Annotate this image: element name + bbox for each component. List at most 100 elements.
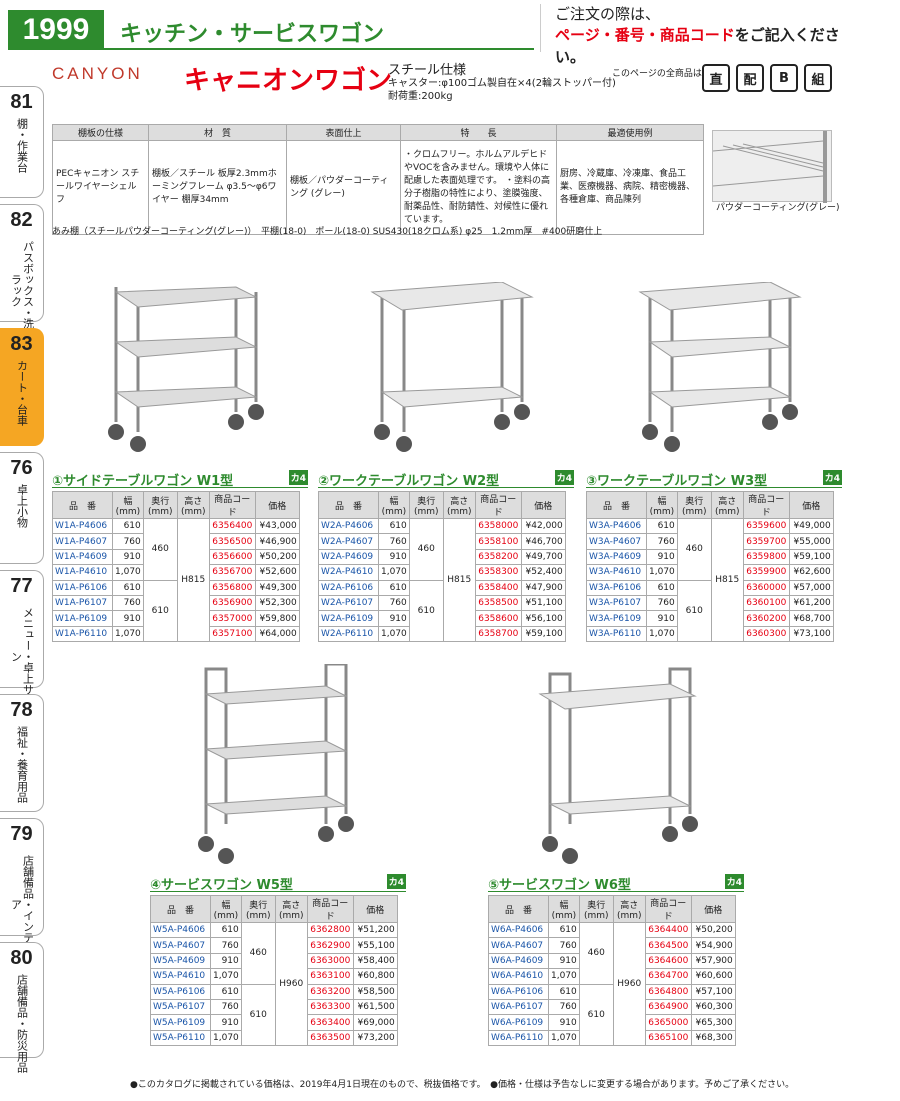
tab-81[interactable]: 81 棚・作業台 (0, 86, 44, 198)
price-cell: ¥65,300 (690, 1014, 736, 1031)
price-cell: ¥62,600 (788, 564, 834, 581)
price-cell: ¥49,000 (788, 517, 834, 535)
model-number: W3A-P4606 (586, 517, 647, 535)
model-number: W6A-P4607 (488, 937, 549, 954)
col-header-w: 幅(mm) (210, 895, 242, 923)
product-code: 6363300 (306, 998, 354, 1016)
price-cell: ¥68,300 (690, 1029, 736, 1047)
b-rank-icon: B (770, 64, 798, 92)
product-code: 6358500 (474, 594, 522, 612)
tab-num: 80 (10, 947, 33, 969)
tab-79[interactable]: 79 店舗備品・インテリア (0, 818, 44, 954)
spec-material: 棚板／スチール 板厚2.3mmホーミングフレーム φ3.5～φ6ワイヤー 棚厚3… (148, 140, 287, 235)
col-header-d: 奥行(mm) (408, 491, 444, 519)
tab-77[interactable]: 77 メニュー・卓上サイン (0, 570, 44, 706)
model-number: W6A-P6106 (488, 983, 549, 1000)
width-cell: 610 (112, 517, 144, 535)
col-header-price: 価格 (520, 491, 566, 519)
depth-cell: 460 (240, 922, 276, 985)
model-number: W5A-P6109 (150, 1014, 211, 1031)
spec-line3: 耐荷重:200kg (388, 91, 453, 102)
price-cell: ¥73,100 (788, 625, 834, 643)
price-cell: ¥52,600 (254, 564, 300, 581)
brand-logo: CANYON (52, 64, 143, 83)
width-cell: 910 (548, 952, 580, 970)
depth-cell: 610 (142, 579, 178, 643)
product-code: 6360200 (742, 610, 790, 627)
price-cell: ¥58,500 (352, 983, 398, 1000)
product-code: 6363000 (306, 952, 354, 970)
model-number: W2A-P4610 (318, 564, 379, 581)
product-spec: スチール仕様 キャスター:φ100ゴム製自在×4(2輪ストッパー付) 耐荷重:2… (388, 64, 616, 103)
price-cell: ¥55,000 (788, 533, 834, 550)
price-table: 品 番幅(mm) 奥行(mm) 高さ(mm) 商品コード 価格 W6A-P4606 610 4… (488, 895, 736, 1047)
table-row: W1A-P6110 1,070 6357100 ¥64,000 (52, 625, 300, 643)
price-cell: ¥57,900 (690, 952, 736, 970)
spec-header: 表面仕上 (286, 124, 401, 141)
tab-label: 福祉・養育用品 (15, 726, 29, 803)
price-cell: ¥64,000 (254, 625, 300, 643)
price-cell: ¥61,500 (352, 998, 398, 1016)
table-row: W3A-P4606 610 460 H815 6359600 ¥49,000 (586, 517, 834, 643)
tab-83[interactable]: 83 カート・台車 (0, 328, 44, 446)
all-products-note: このページの全商品は (612, 69, 702, 79)
price-cell: ¥47,900 (520, 579, 566, 596)
delivery-category-badge: カ4 (288, 470, 308, 485)
model-number: W1A-P4606 (52, 517, 113, 535)
price-cell: ¥49,300 (254, 579, 300, 596)
width-cell: 610 (548, 983, 580, 1000)
shelf-photo (712, 130, 832, 203)
model-number: W6A-P4606 (488, 921, 549, 939)
width-cell: 910 (646, 610, 678, 627)
tab-80[interactable]: 80 店舗備品・防災用品 (0, 942, 44, 1073)
model-number: W2A-P4607 (318, 533, 379, 550)
table-row: W3A-P4609 910 6359800 ¥59,100 (586, 548, 834, 566)
spec-finish: 棚板／パウダーコーティング (グレー) (286, 140, 401, 235)
col-header-code: 商品コード (208, 491, 256, 519)
height-cell: H815 (710, 517, 744, 643)
table-row: W3A-P6110 1,070 6360300 ¥73,100 (586, 625, 834, 643)
price-cell: ¥49,700 (520, 548, 566, 566)
width-cell: 1,070 (210, 968, 242, 985)
tab-78[interactable]: 78 福祉・養育用品 (0, 694, 44, 812)
width-cell: 910 (112, 610, 144, 627)
price-cell: ¥54,900 (690, 937, 736, 954)
product-code: 6358000 (474, 517, 522, 535)
height-cell: H960 (274, 921, 308, 1047)
spec-header: 材 質 (148, 124, 287, 141)
table-row: W6A-P6109 910 6365000 ¥65,300 (488, 1014, 736, 1031)
spec-usage: 厨房、冷蔵庫、冷凍庫、食品工業、医療機器、病院、精密機器、各種倉庫、商品陳列 (556, 140, 704, 235)
col-header-model: 品 番 (150, 895, 211, 923)
assembly-icon: 組 (804, 64, 832, 92)
width-cell: 1,070 (210, 1029, 242, 1047)
product-code: 6364600 (644, 952, 692, 970)
product-code: 6357100 (208, 625, 256, 643)
table-row: W1A-P6109 910 6357000 ¥59,800 (52, 610, 300, 627)
price-table: 品 番幅(mm) 奥行(mm) 高さ(mm) 商品コード 価格 W5A-P4606 610 4… (150, 895, 398, 1047)
tab-76[interactable]: 76 卓上小物 (0, 452, 44, 564)
width-cell: 610 (548, 921, 580, 939)
tab-82[interactable]: 82 パスボックス・洗浄ラック (0, 204, 44, 340)
product-code: 6363500 (306, 1029, 354, 1047)
width-cell: 1,070 (112, 625, 144, 643)
delivery-category-badge: カ4 (724, 874, 744, 889)
model-number: W3A-P6107 (586, 594, 647, 612)
model-number: W5A-P4607 (150, 937, 211, 954)
product-code: 6363400 (306, 1014, 354, 1031)
model-number: W2A-P6107 (318, 594, 379, 612)
width-cell: 1,070 (548, 968, 580, 985)
price-cell: ¥52,400 (520, 564, 566, 581)
depth-cell: 460 (676, 518, 712, 581)
model-number: W6A-P6107 (488, 998, 549, 1016)
price-cell: ¥50,200 (690, 921, 736, 939)
price-cell: ¥60,600 (690, 968, 736, 985)
tab-label: 店舗備品・インテリア (9, 854, 35, 954)
section-title-text: ②ワークテーブルワゴン W2型 (318, 474, 500, 489)
product-code: 6356600 (208, 548, 256, 566)
table-row: W5A-P6107 760 6363300 ¥61,500 (150, 998, 398, 1016)
depth-cell: 610 (676, 579, 712, 643)
col-header-w: 幅(mm) (548, 895, 580, 923)
table-row: W6A-P4610 1,070 6364700 ¥60,600 (488, 968, 736, 985)
width-cell: 610 (210, 921, 242, 939)
spec-line1: スチール仕様 (388, 63, 467, 78)
